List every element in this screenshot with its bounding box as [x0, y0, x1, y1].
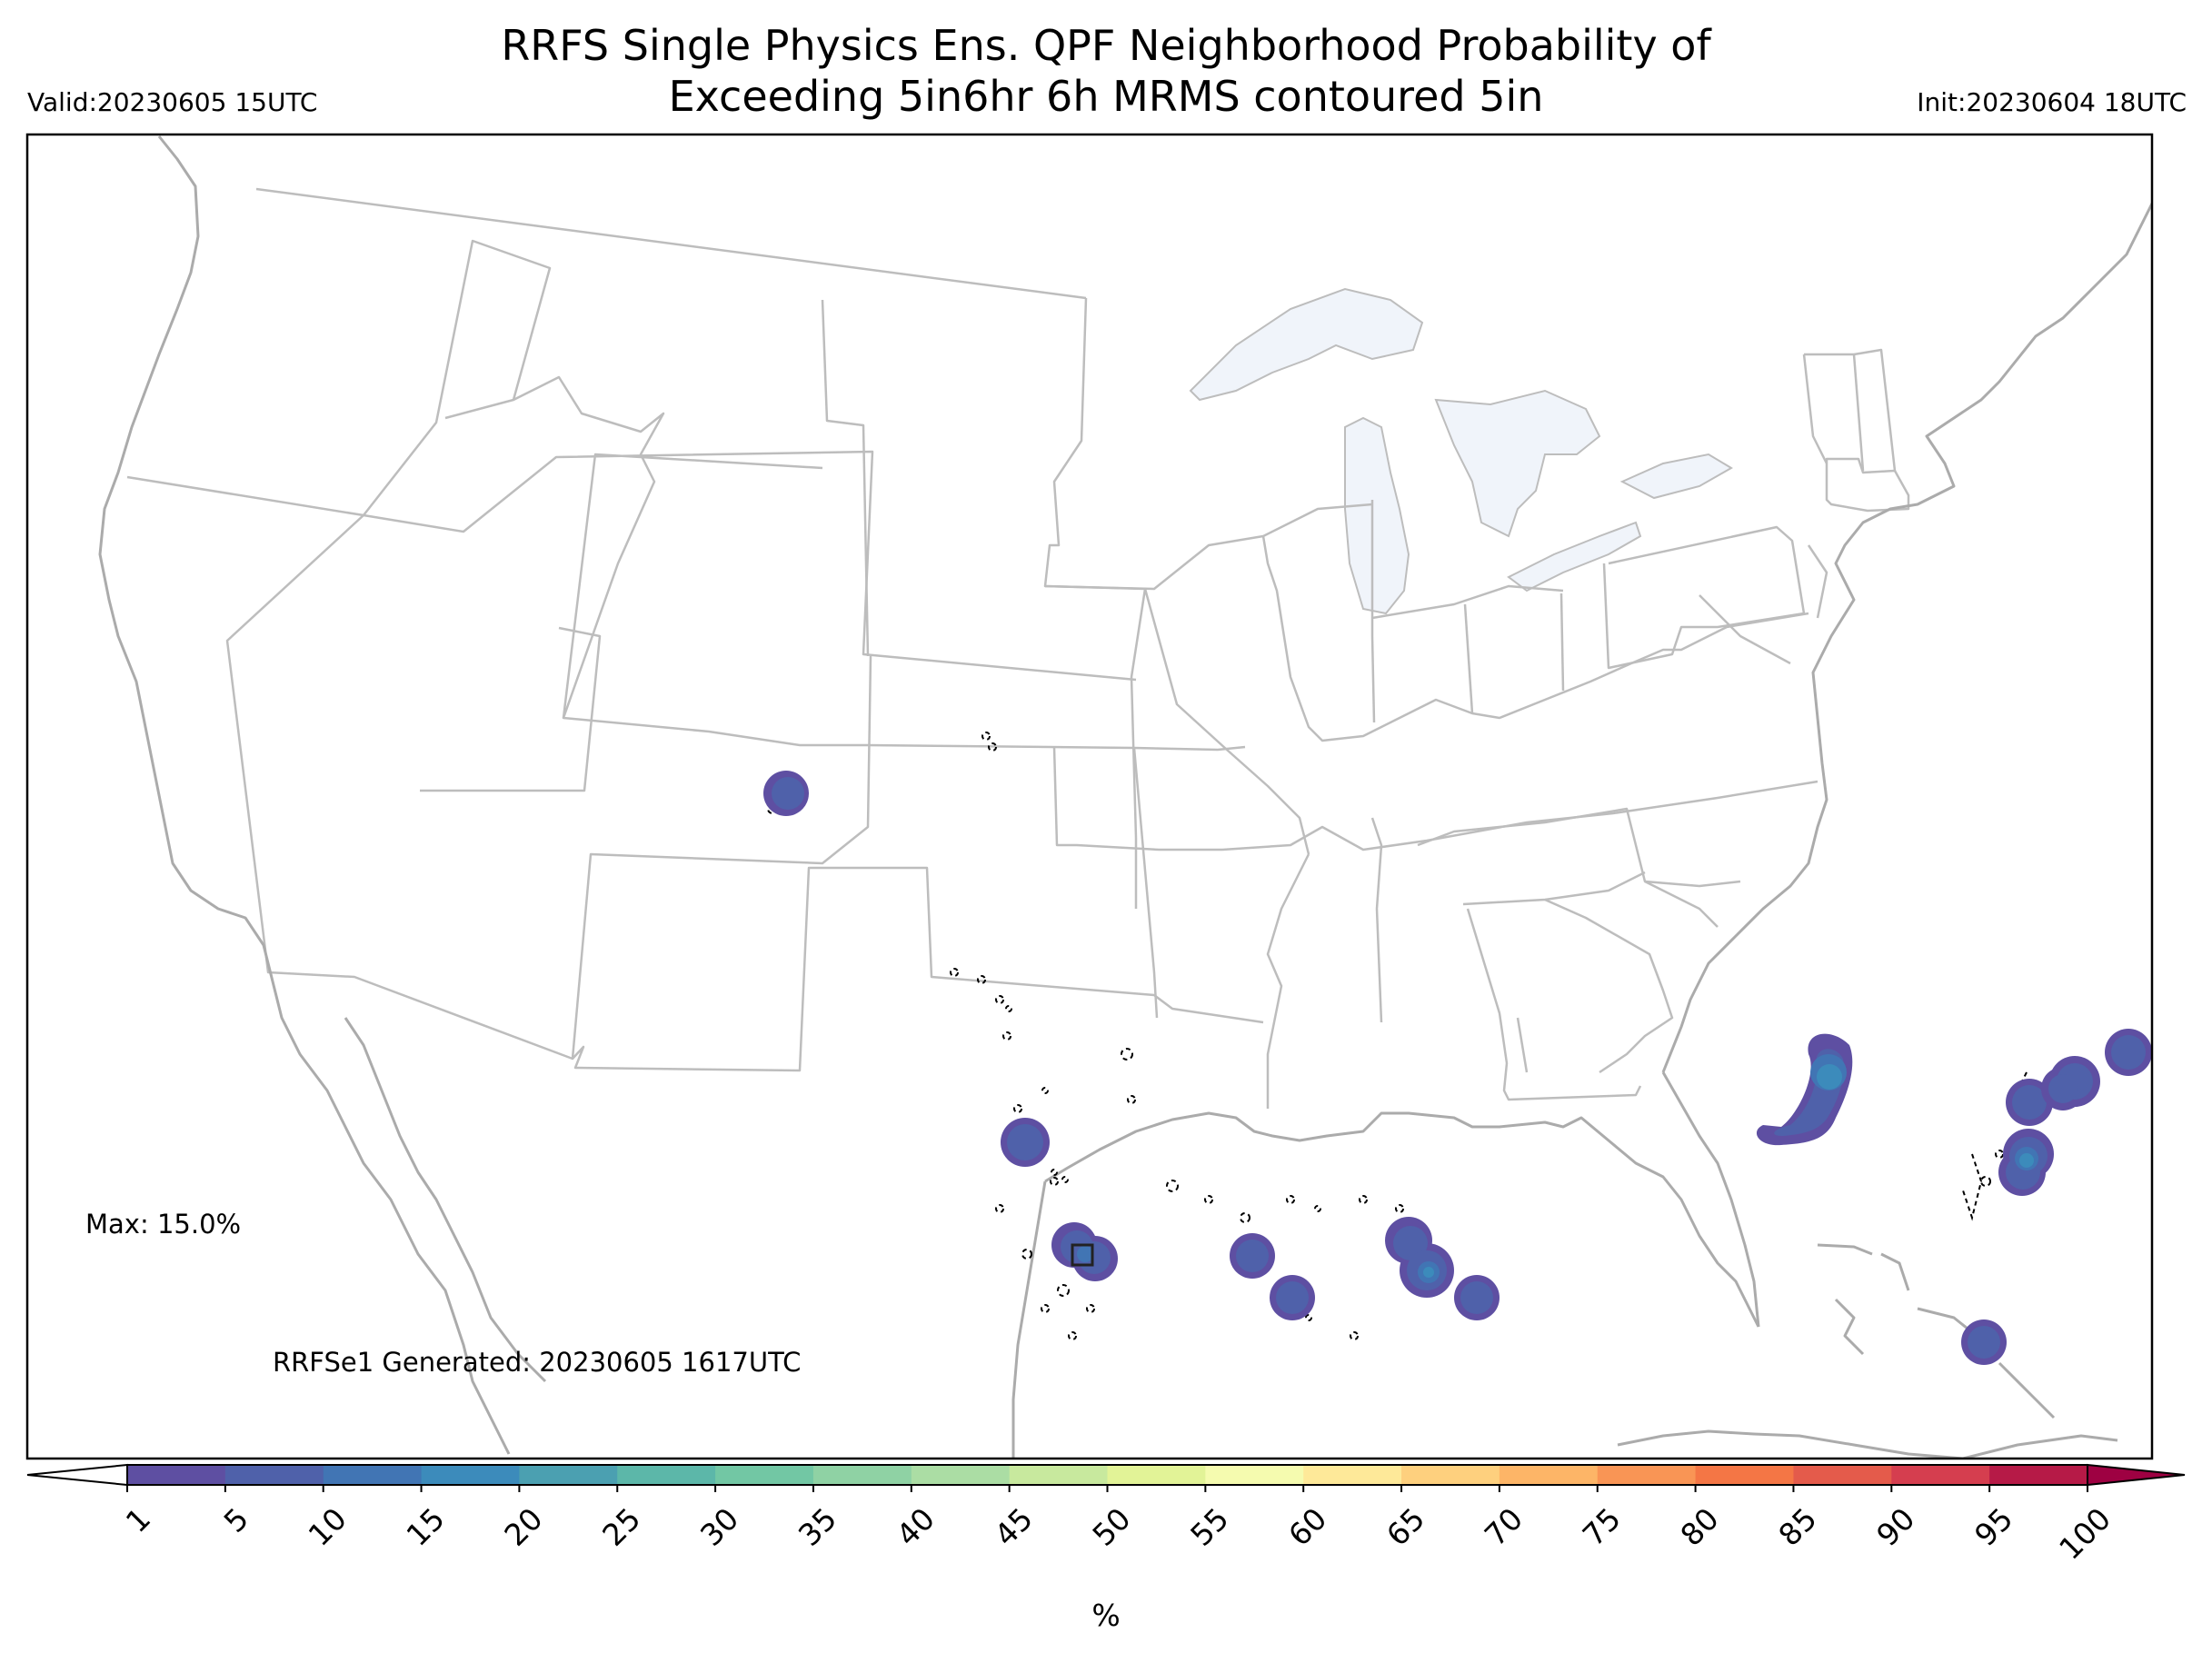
colorbar-tick-label: 95	[1968, 1501, 2019, 1553]
colorbar-segment	[421, 1465, 520, 1485]
blob-bahamas	[1961, 1319, 2007, 1365]
max-value-label: Max: 15.0%	[85, 1209, 242, 1240]
colorbar-tick-label: 10	[302, 1501, 354, 1553]
state-borders	[126, 187, 1910, 1109]
colorbar-tick-label: 25	[595, 1501, 647, 1553]
bahamas-andros	[1834, 1298, 1865, 1356]
colorbar-segment	[1303, 1465, 1402, 1485]
lake-superior	[1189, 287, 1424, 402]
colorbar-over-triangle	[2087, 1463, 2186, 1487]
colorbar-segment	[1401, 1465, 1500, 1485]
blob-atlantic-3	[1998, 1129, 2054, 1196]
colorbar-segment	[323, 1465, 423, 1485]
colorbar-segment	[1597, 1465, 1697, 1485]
us-gulf-coast	[1044, 1111, 1760, 1328]
colorbar-tick-label: 15	[399, 1501, 451, 1553]
colorbar-tick-label: 75	[1576, 1501, 1628, 1553]
blob-gulf-central	[1385, 1217, 1500, 1320]
colorbar-segment	[911, 1465, 1011, 1485]
colorbar-tick-label: 50	[1085, 1501, 1137, 1553]
init-time-label: Init:20230604 18UTC	[1917, 87, 2187, 117]
blob-atlantic-1	[1756, 1033, 1853, 1146]
colorbar-tick-label: 20	[497, 1501, 549, 1553]
colorbar-tick-label: 45	[988, 1501, 1040, 1553]
colorbar-tick-label: 5	[217, 1501, 255, 1539]
colorbar-tick-label: 65	[1380, 1501, 1431, 1553]
colorbar-segment	[224, 1465, 324, 1485]
map-frame	[25, 133, 2154, 1460]
colorbar-segment	[1107, 1465, 1206, 1485]
valid-time-label: Valid:20230605 15UTC	[27, 87, 318, 117]
lake-ontario	[1619, 453, 1733, 500]
colorbar-tick-label: 80	[1674, 1501, 1726, 1553]
bahamas-abaco	[1880, 1252, 1910, 1291]
bahamas-grand	[1817, 1243, 1873, 1256]
colorbar-tick-label: 100	[2052, 1501, 2117, 1567]
colorbar-segment	[1891, 1465, 1990, 1485]
generated-label: RRFSe1 Generated: 20230605 1617UTC	[273, 1347, 802, 1378]
title-line-2: Exceeding 5in6hr 6h MRMS contoured 5in	[668, 72, 1544, 121]
great-lakes	[1189, 287, 1733, 615]
coastlines	[98, 135, 2152, 1459]
colorbar-segment	[812, 1465, 912, 1485]
blob-colorado	[763, 771, 809, 816]
colorbar-tick-label: 90	[1869, 1501, 1921, 1553]
colorbar-tick-label: 30	[693, 1501, 745, 1553]
blob-gulf-west	[1230, 1233, 1315, 1320]
probability-field	[763, 771, 2152, 1365]
colorbar-segment	[1695, 1465, 1794, 1485]
colorbar-tick-label: 60	[1281, 1501, 1333, 1553]
colorbar-tick-label: 1	[119, 1501, 157, 1539]
atlantic-coast	[1661, 200, 2152, 1073]
florida-east-coast	[1661, 1071, 1760, 1328]
colorbar: 1 5 10 15 20 25 30 35 40 45 50 55 60 65 70 75 80 85 90 95 10…	[26, 1463, 2186, 1567]
colorbar-unit-label: %	[1091, 1598, 1121, 1633]
chart-title: RRFS Single Physics Ens. QPF Neighborhoo…	[0, 20, 2212, 122]
pacific-coast	[98, 135, 511, 1455]
colorbar-tick-label: 35	[792, 1501, 843, 1553]
blob-atlantic-2	[2006, 1029, 2152, 1126]
colorbar-tick-label: 40	[890, 1501, 942, 1553]
colorbar-segment	[1793, 1465, 1892, 1485]
lake-erie	[1507, 521, 1642, 593]
colorbar-tick-label: 55	[1183, 1501, 1235, 1553]
bahamas-exuma	[1998, 1361, 2056, 1419]
mexico-gulf-coast	[1011, 1180, 1047, 1459]
blob-houston	[1051, 1222, 1118, 1281]
cuba-coast	[1617, 1429, 2118, 1459]
colorbar-under-triangle	[26, 1463, 128, 1487]
colorbar-segment	[1205, 1465, 1304, 1485]
colorbar-segment	[617, 1465, 716, 1485]
colorbar-tick-label: 70	[1478, 1501, 1529, 1553]
lake-michigan	[1344, 416, 1410, 615]
baja-gulf-coast	[344, 1017, 547, 1383]
colorbar-segment	[1009, 1465, 1108, 1485]
lake-huron	[1434, 389, 1601, 538]
title-line-1: RRFS Single Physics Ens. QPF Neighborhoo…	[501, 21, 1711, 70]
colorbar-segment	[1499, 1465, 1599, 1485]
colorbar-segment	[715, 1465, 814, 1485]
colorbar-segment	[127, 1465, 226, 1485]
colorbar-segment	[1989, 1465, 2088, 1485]
colorbar-tick-label: 85	[1771, 1501, 1823, 1553]
blob-central-texas	[1001, 1118, 1050, 1167]
colorbar-segment	[519, 1465, 618, 1485]
